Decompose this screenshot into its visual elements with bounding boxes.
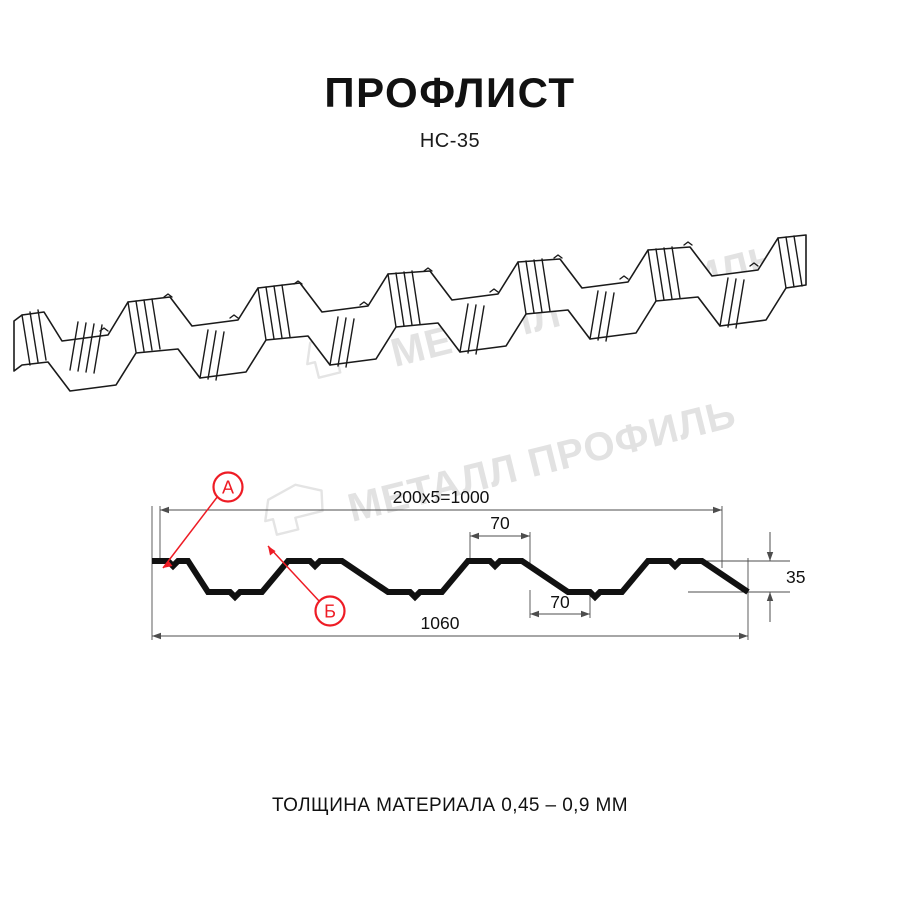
iso-stiffener-marks [99, 241, 759, 332]
product-model-label: НС-35 [419, 130, 481, 152]
dimension-crest-width: 70 [470, 513, 530, 540]
dimension-profile-height-label: 35 [786, 567, 805, 587]
cross-section-drawing: МЕТАЛЛ ПРОФИЛЬ [151, 392, 805, 640]
callout-a-label: А [222, 478, 234, 498]
dimension-overall-width: 1060 [152, 613, 748, 640]
dimension-overall-width-label: 1060 [421, 613, 460, 633]
profile-section-line [152, 558, 750, 602]
callout-a-bubble [212, 471, 244, 503]
material-thickness-caption: ТОЛЩИНА МАТЕРИАЛА 0,45 – 0,9 ММ [272, 795, 628, 816]
dimension-pitch-total: 200x5=1000 [160, 487, 722, 514]
iso-fold-lines [21, 235, 803, 381]
dimension-profile-height: 35 [766, 532, 805, 622]
dimension-pitch-total-label: 200x5=1000 [393, 487, 490, 507]
isometric-profile-drawing: МЕТАЛЛ ПРОФИЛЬ [13, 234, 807, 392]
isometric-view-container: МЕТАЛЛ ПРОФИЛЬ [0, 215, 900, 425]
callouts: А Б [162, 471, 346, 627]
dimension-valley-width-label: 70 [550, 592, 570, 612]
page-header: ПРОФЛИСТ НС-35 [0, 69, 900, 152]
page-title: ПРОФЛИСТ [324, 69, 576, 116]
callout-b: Б [267, 545, 346, 627]
dimension-crest-width-label: 70 [490, 513, 510, 533]
watermark-house-icon-2 [264, 483, 324, 536]
dimension-valley-width: 70 [530, 592, 590, 618]
callout-b-label: Б [324, 602, 336, 622]
section-view-container: МЕТАЛЛ ПРОФИЛЬ [0, 392, 900, 680]
dimension-extension-lines [151, 506, 790, 640]
callout-b-bubble [314, 595, 346, 627]
profile-path [152, 558, 750, 602]
callout-a: А [162, 471, 244, 569]
iso-sheet-body [13, 234, 807, 392]
